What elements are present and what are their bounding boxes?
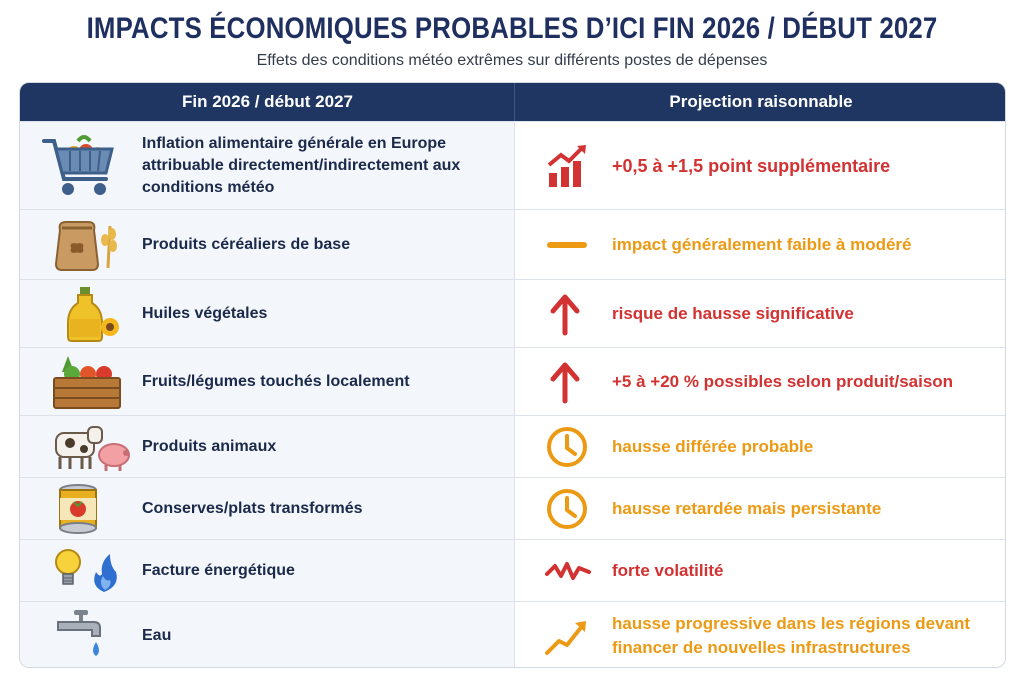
column-header-period: Fin 2026 / début 2027 — [181, 92, 353, 111]
impacts-table: Fin 2026 / début 2027 Projection raisonn… — [19, 82, 1006, 668]
table-row: Huiles végétales risque de hausse signif… — [20, 279, 1005, 347]
table-row: Produits animaux hausse différée probabl… — [20, 415, 1005, 477]
oil-bottle-icon — [62, 285, 122, 343]
row-label: Produits animaux — [142, 437, 277, 455]
table-header: Fin 2026 / début 2027 Projection raisonn… — [20, 83, 1005, 121]
row-projection: +5 à +20 % possibles selon produit/saiso… — [612, 371, 954, 391]
trend-up-icon — [545, 613, 591, 659]
row-label: Produits céréaliers de base — [142, 235, 351, 253]
bulb-flame-icon — [54, 546, 134, 596]
table-row: Fruits/légumes touchés localement +5 à +… — [20, 347, 1005, 415]
row-projection: forte volatilité — [612, 560, 724, 580]
row-projection: hausse progressive dans les régions deva… — [612, 613, 971, 657]
row-projection: hausse retardée mais persistante — [612, 498, 882, 518]
dash-icon — [545, 222, 591, 268]
shopping-cart-icon — [40, 131, 120, 201]
water-tap-icon — [54, 608, 114, 664]
bar-chart-up-icon — [545, 143, 591, 189]
row-label: Conserves/plats transformés — [142, 499, 363, 517]
row-label: Inflation alimentaire générale en Europe… — [142, 134, 461, 196]
row-projection: impact généralement faible à modéré — [612, 234, 912, 254]
row-label: Eau — [142, 626, 172, 644]
row-projection: +0,5 à +1,5 point supplémentaire — [612, 155, 891, 176]
vegetable-crate-icon — [52, 354, 122, 410]
table-row: Inflation alimentaire générale en Europe… — [20, 121, 1005, 209]
zigzag-icon — [545, 548, 591, 594]
arrow-up-icon — [545, 359, 591, 405]
tin-can-icon — [56, 483, 100, 534]
farm-animals-icon — [50, 421, 130, 473]
table-row: Eau hausse progressive dans les régions … — [20, 601, 1005, 667]
row-projection: risque de hausse significative — [612, 303, 854, 323]
clock-icon — [545, 424, 591, 470]
row-label: Facture énergétique — [142, 561, 295, 579]
page-subtitle: Effets des conditions météo extrêmes sur… — [256, 52, 768, 69]
clock-icon — [545, 486, 591, 532]
table-row: Conserves/plats transformés hausse retar… — [20, 477, 1005, 539]
table-row: Facture énergétique forte volatilité — [20, 539, 1005, 601]
row-label: Huiles végétales — [142, 304, 268, 322]
grain-sack-icon — [50, 216, 120, 274]
page-title: IMPACTS ÉCONOMIQUES PROBABLES D’ICI FIN … — [86, 12, 938, 45]
row-projection: hausse différée probable — [612, 436, 814, 456]
column-header-projection: Projection raisonnable — [669, 92, 853, 111]
arrow-up-icon — [545, 291, 591, 337]
row-label: Fruits/légumes touchés localement — [142, 372, 410, 390]
table-row: Produits céréaliers de base impact génér… — [20, 209, 1005, 279]
